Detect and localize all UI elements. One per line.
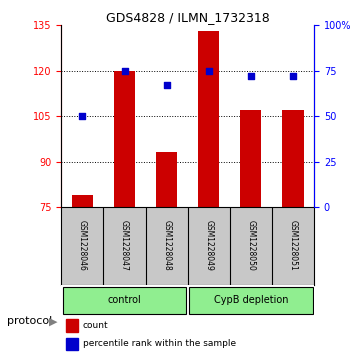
Text: GSM1228051: GSM1228051 xyxy=(288,220,297,271)
Bar xyxy=(198,32,219,207)
Text: percentile rank within the sample: percentile rank within the sample xyxy=(83,339,236,348)
Bar xyxy=(156,152,177,207)
Text: protocol: protocol xyxy=(7,316,52,326)
Text: ▶: ▶ xyxy=(49,316,58,326)
FancyBboxPatch shape xyxy=(63,287,186,314)
Bar xyxy=(240,110,261,207)
Bar xyxy=(66,338,78,350)
Bar xyxy=(282,110,304,207)
Point xyxy=(122,68,127,74)
Bar xyxy=(114,71,135,207)
Title: GDS4828 / ILMN_1732318: GDS4828 / ILMN_1732318 xyxy=(106,11,270,24)
Point xyxy=(164,82,170,88)
Point xyxy=(290,73,296,79)
Bar xyxy=(66,319,78,332)
Text: GSM1228046: GSM1228046 xyxy=(78,220,87,271)
Text: CypB depletion: CypB depletion xyxy=(214,295,288,305)
Text: GSM1228048: GSM1228048 xyxy=(162,220,171,271)
Text: count: count xyxy=(83,321,108,330)
Point xyxy=(79,113,85,119)
Text: GSM1228047: GSM1228047 xyxy=(120,220,129,271)
Text: GSM1228049: GSM1228049 xyxy=(204,220,213,271)
FancyBboxPatch shape xyxy=(189,287,313,314)
Bar xyxy=(72,195,93,207)
Point xyxy=(206,68,212,74)
Point xyxy=(248,73,254,79)
Text: GSM1228050: GSM1228050 xyxy=(247,220,255,271)
Text: control: control xyxy=(108,295,142,305)
